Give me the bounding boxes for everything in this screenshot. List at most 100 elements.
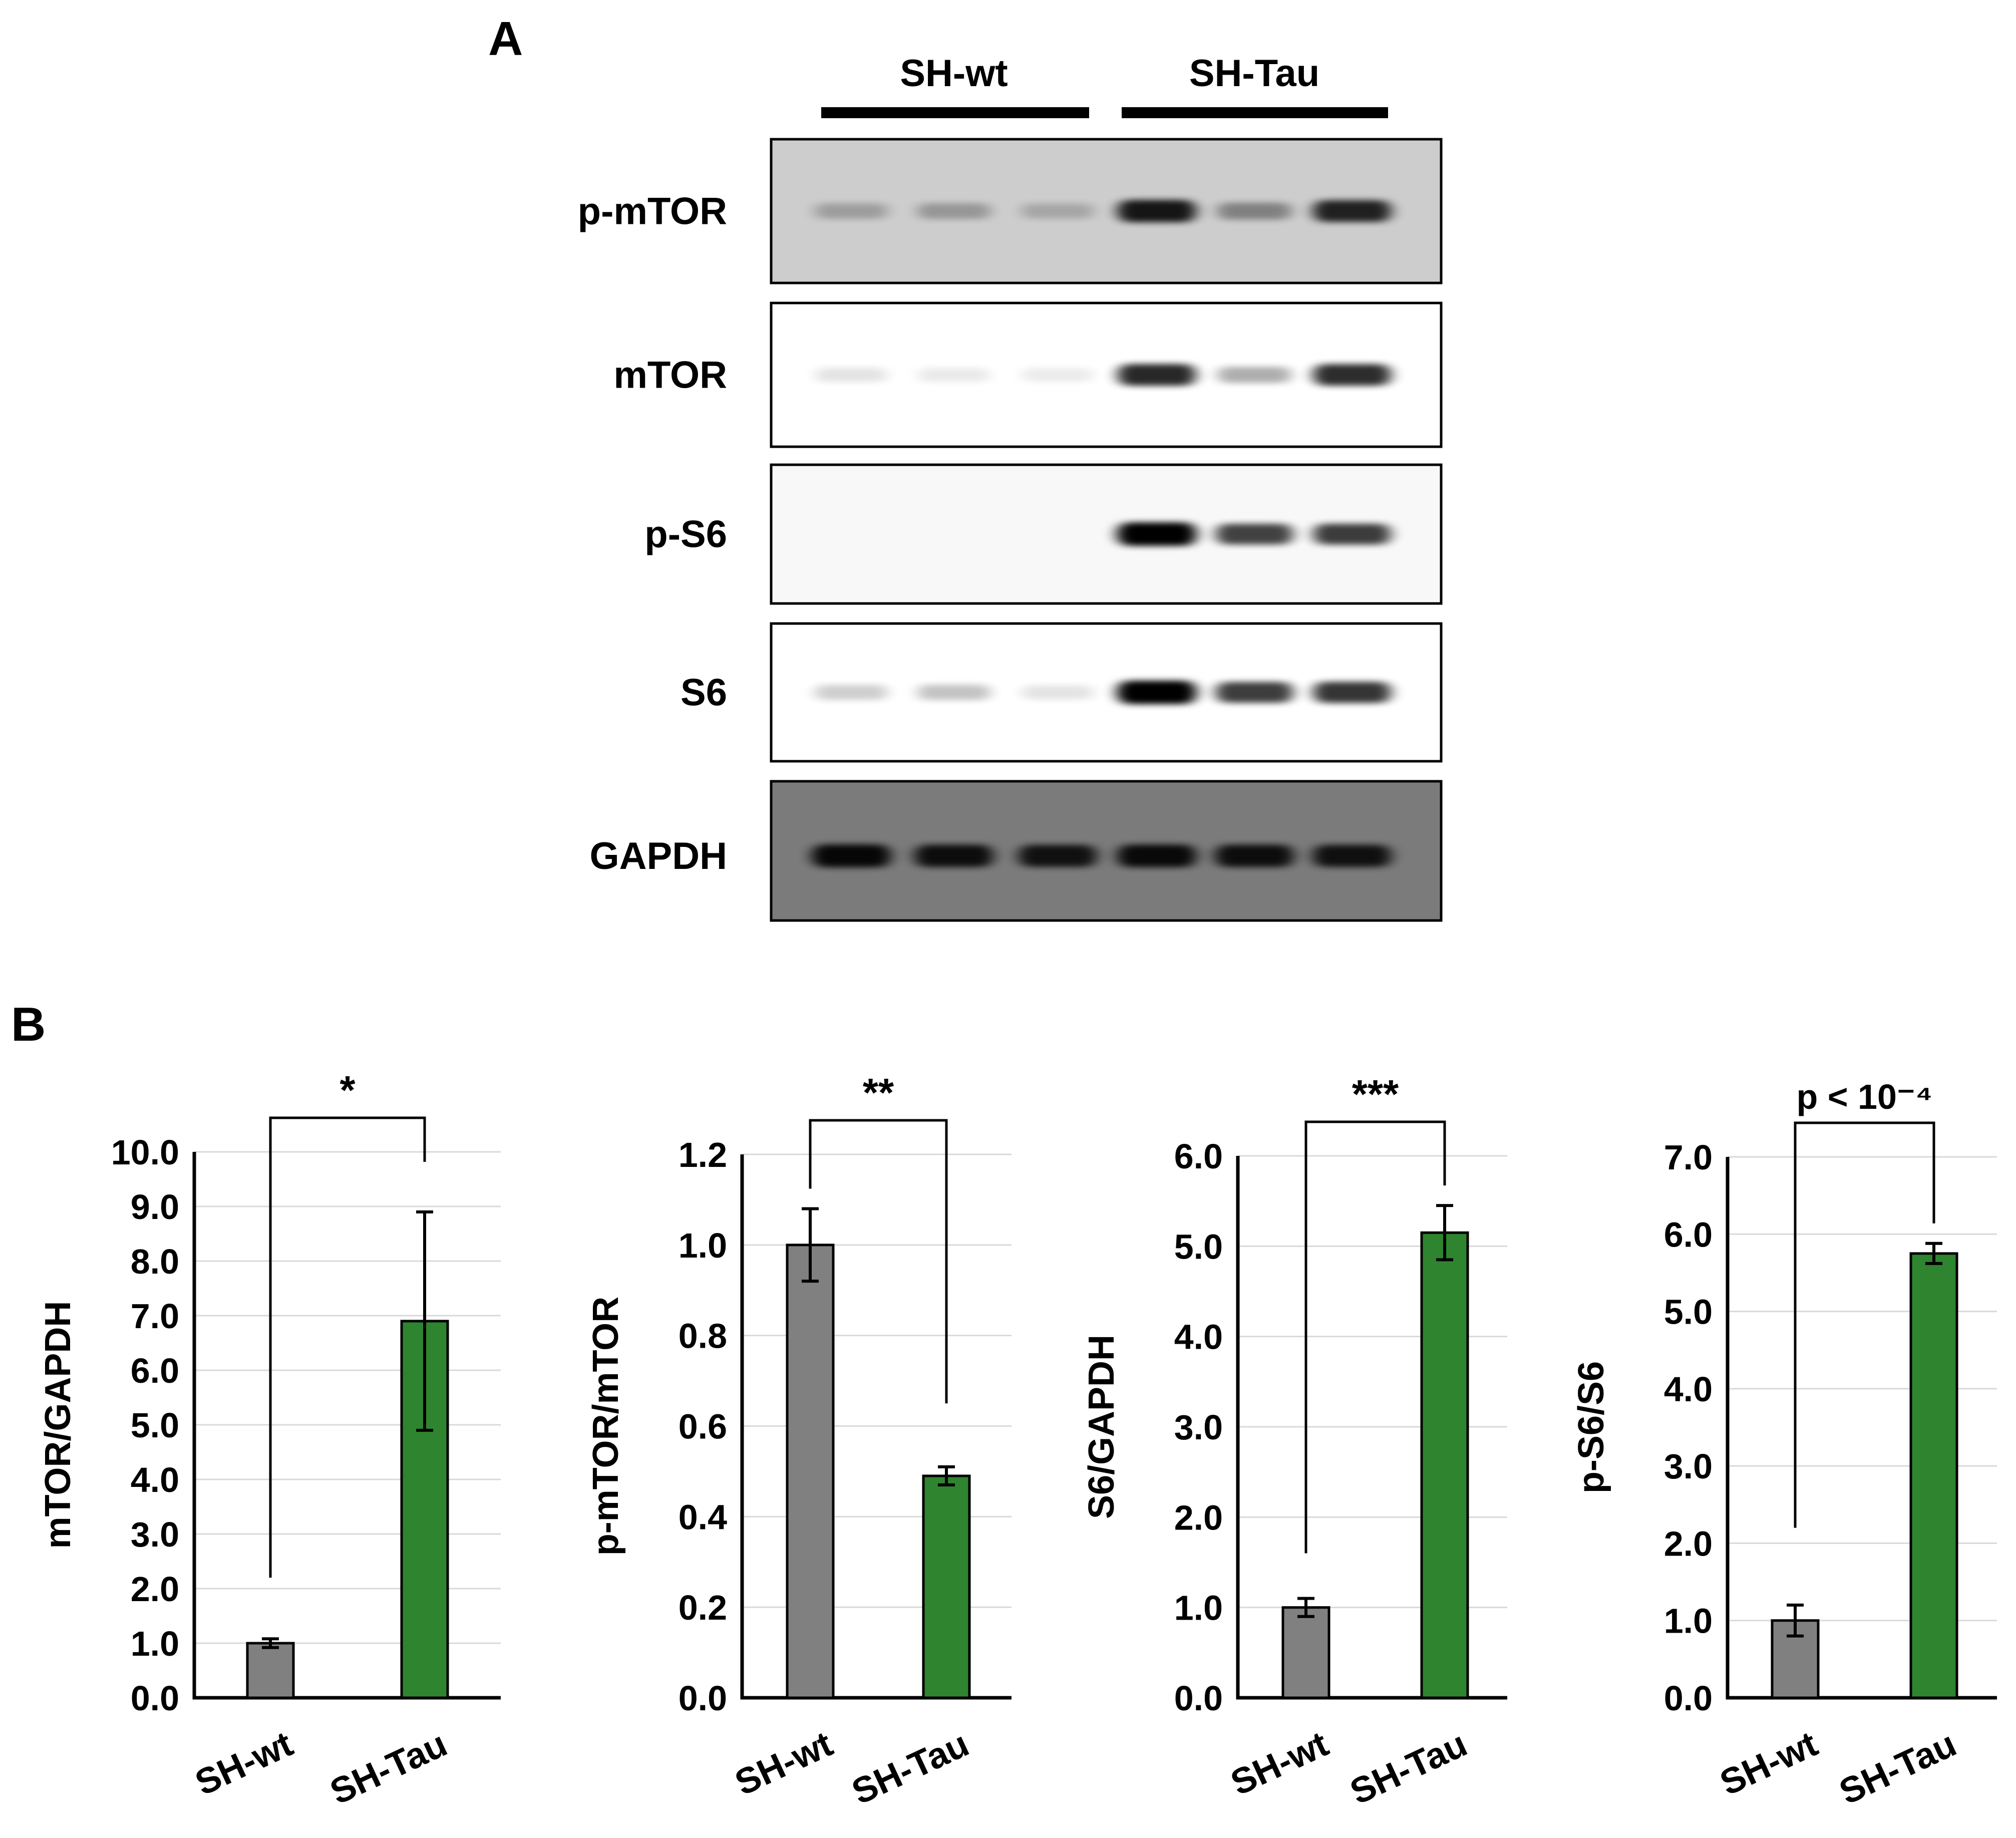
blot-band bbox=[1022, 203, 1094, 219]
blot-band bbox=[1218, 367, 1291, 383]
bar bbox=[786, 1244, 835, 1699]
y-tick-label: 5.0 bbox=[1174, 1227, 1223, 1266]
y-tick-label: 7.0 bbox=[1664, 1138, 1713, 1177]
blot-band bbox=[1117, 844, 1196, 867]
significance-label: *** bbox=[1352, 1072, 1399, 1116]
x-tick-label: SH-wt bbox=[1225, 1724, 1334, 1803]
blot-row-label: mTOR bbox=[613, 354, 727, 397]
y-tick-label: 8.0 bbox=[131, 1242, 179, 1281]
y-axis-label: p-mTOR/mTOR bbox=[586, 1297, 626, 1556]
blot-group-header-tau: SH-Tau bbox=[1122, 52, 1388, 118]
blot-band bbox=[1118, 364, 1196, 386]
blot-band bbox=[1313, 200, 1391, 222]
y-axis-label: p-S6/S6 bbox=[1571, 1361, 1611, 1493]
bar-chart: 0.0 1.0 2.0 3.0 4.0 5.0 6.0 7.0 p-S6/S6 SH-wt SH-T… bbox=[1571, 1077, 1997, 1812]
bar-chart: 0.0 1.0 2.0 3.0 4.0 5.0 6.0 7.0 8.0 9.0 10.0 mTOR/G… bbox=[38, 1068, 501, 1812]
panel-b-label: B bbox=[11, 998, 46, 1051]
y-tick-label: 7.0 bbox=[131, 1297, 179, 1336]
y-tick-label: 2.0 bbox=[1664, 1524, 1713, 1563]
blot-band bbox=[815, 203, 888, 219]
blot-group-header-wt: SH-wt bbox=[821, 52, 1089, 118]
blot-row-label: GAPDH bbox=[590, 835, 727, 877]
blot-band bbox=[1117, 200, 1196, 222]
blot-band bbox=[1216, 523, 1293, 545]
y-tick-label: 5.0 bbox=[131, 1406, 179, 1445]
y-tick-label: 4.0 bbox=[1174, 1318, 1223, 1357]
significance-bracket bbox=[1794, 1121, 1935, 1528]
bar bbox=[922, 1474, 971, 1699]
y-tick-label: 1.0 bbox=[1664, 1602, 1713, 1641]
y-tick-label: 1.0 bbox=[679, 1226, 727, 1265]
x-tick-label: SH-Tau bbox=[1344, 1724, 1473, 1812]
significance-label: ** bbox=[863, 1070, 894, 1115]
y-tick-label: 6.0 bbox=[131, 1351, 179, 1390]
blot-band bbox=[815, 685, 887, 700]
significance-label: * bbox=[340, 1068, 356, 1112]
blot-band bbox=[914, 844, 993, 867]
x-tick-label: SH-wt bbox=[729, 1724, 839, 1803]
y-tick-label: 10.0 bbox=[111, 1133, 179, 1172]
blot-band bbox=[917, 203, 990, 219]
x-tick-label: SH-wt bbox=[1714, 1724, 1824, 1803]
blot-band bbox=[1117, 681, 1197, 704]
significance-label: p < 10⁻⁴ bbox=[1797, 1077, 1933, 1116]
y-tick-label: 0.6 bbox=[679, 1407, 727, 1446]
blot-band bbox=[1117, 522, 1197, 546]
blot-band bbox=[1022, 368, 1093, 382]
blot-band bbox=[1313, 364, 1391, 386]
y-tick-label: 1.0 bbox=[1174, 1589, 1223, 1628]
blot-band bbox=[1313, 523, 1391, 545]
blot-band bbox=[1215, 682, 1293, 703]
y-tick-label: 0.0 bbox=[679, 1679, 727, 1718]
blot-group-label: SH-wt bbox=[900, 52, 1007, 95]
blot-band bbox=[917, 685, 990, 700]
y-tick-label: 0.8 bbox=[679, 1317, 727, 1356]
x-tick-label: SH-Tau bbox=[846, 1724, 974, 1812]
y-tick-label: 9.0 bbox=[131, 1187, 179, 1227]
x-tick-label: SH-Tau bbox=[324, 1724, 453, 1812]
significance-bracket bbox=[1304, 1120, 1446, 1554]
bar-chart: 0.0 1.0 2.0 3.0 4.0 5.0 6.0 S6/GAPDH SH-wt SH-Tau… bbox=[1082, 1072, 1507, 1812]
blot-band bbox=[816, 368, 887, 382]
blot-band bbox=[918, 368, 989, 382]
y-tick-label: 4.0 bbox=[1664, 1370, 1713, 1409]
bar bbox=[1420, 1231, 1469, 1699]
y-tick-label: 6.0 bbox=[1664, 1215, 1713, 1254]
bar bbox=[1909, 1252, 1958, 1699]
significance-bracket bbox=[809, 1119, 948, 1404]
y-tick-label: 3.0 bbox=[131, 1515, 179, 1554]
y-tick-label: 3.0 bbox=[1174, 1408, 1223, 1447]
y-tick-label: 1.2 bbox=[679, 1135, 727, 1174]
y-tick-label: 1.0 bbox=[131, 1624, 179, 1663]
blot-row-label: p-S6 bbox=[644, 513, 727, 556]
x-tick-label: SH-wt bbox=[189, 1724, 299, 1803]
y-tick-label: 5.0 bbox=[1664, 1293, 1713, 1332]
y-tick-label: 0.0 bbox=[1174, 1679, 1223, 1718]
blot-group-label: SH-Tau bbox=[1189, 52, 1319, 95]
y-tick-label: 2.0 bbox=[1174, 1498, 1223, 1537]
western-blot: p-mTOR mTOR p-S6 S6 GAPDH bbox=[578, 138, 1443, 922]
blot-band bbox=[1217, 202, 1291, 220]
blot-band bbox=[1018, 844, 1097, 867]
panel-a-label: A bbox=[488, 12, 523, 66]
y-tick-label: 6.0 bbox=[1174, 1137, 1223, 1176]
blot-band bbox=[1313, 682, 1391, 703]
y-tick-label: 0.4 bbox=[679, 1497, 727, 1537]
y-tick-label: 0.0 bbox=[1664, 1679, 1713, 1718]
y-tick-label: 0.2 bbox=[679, 1588, 727, 1627]
bar-chart: 0.0 0.2 0.4 0.6 0.8 1.0 1.2 p-mTOR/mTOR SH-wt SH-… bbox=[586, 1070, 1012, 1812]
significance-bracket bbox=[269, 1116, 426, 1578]
y-tick-label: 3.0 bbox=[1664, 1447, 1713, 1486]
blot-row-label: p-mTOR bbox=[578, 190, 727, 233]
blot-row-label: S6 bbox=[681, 672, 727, 714]
y-axis-label: S6/GAPDH bbox=[1082, 1335, 1122, 1519]
y-tick-label: 4.0 bbox=[131, 1460, 179, 1499]
blot-band bbox=[812, 844, 891, 867]
bar bbox=[1281, 1606, 1330, 1699]
y-tick-label: 2.0 bbox=[131, 1570, 179, 1609]
x-tick-label: SH-Tau bbox=[1833, 1724, 1962, 1812]
bar bbox=[246, 1642, 295, 1699]
blot-band bbox=[1022, 685, 1093, 700]
blot-band bbox=[1215, 844, 1294, 867]
